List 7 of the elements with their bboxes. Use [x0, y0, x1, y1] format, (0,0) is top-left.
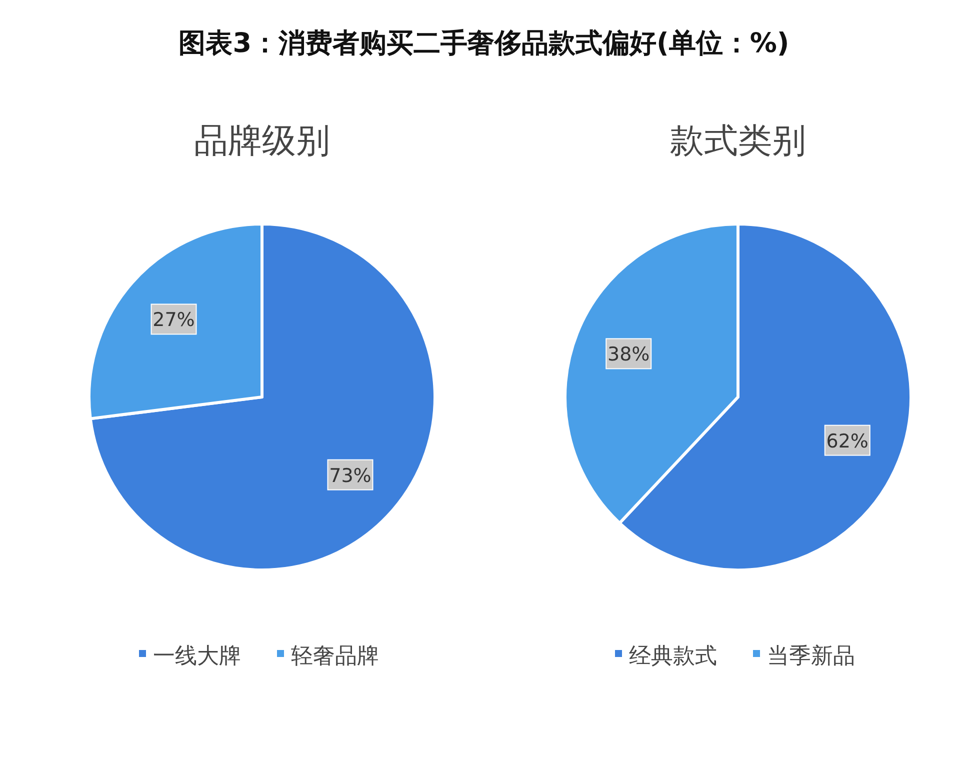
data-label: 38%: [608, 344, 650, 366]
data-label: 73%: [329, 464, 372, 487]
data-label: 27%: [152, 309, 195, 332]
chart-subtitle: 品牌级别: [194, 121, 330, 161]
data-label: 62%: [826, 430, 868, 452]
chart-subtitle: 款式类别: [670, 121, 806, 161]
chart-title: 图表3：消费者购买二手奢侈品款式偏好(单位：%): [178, 28, 790, 59]
